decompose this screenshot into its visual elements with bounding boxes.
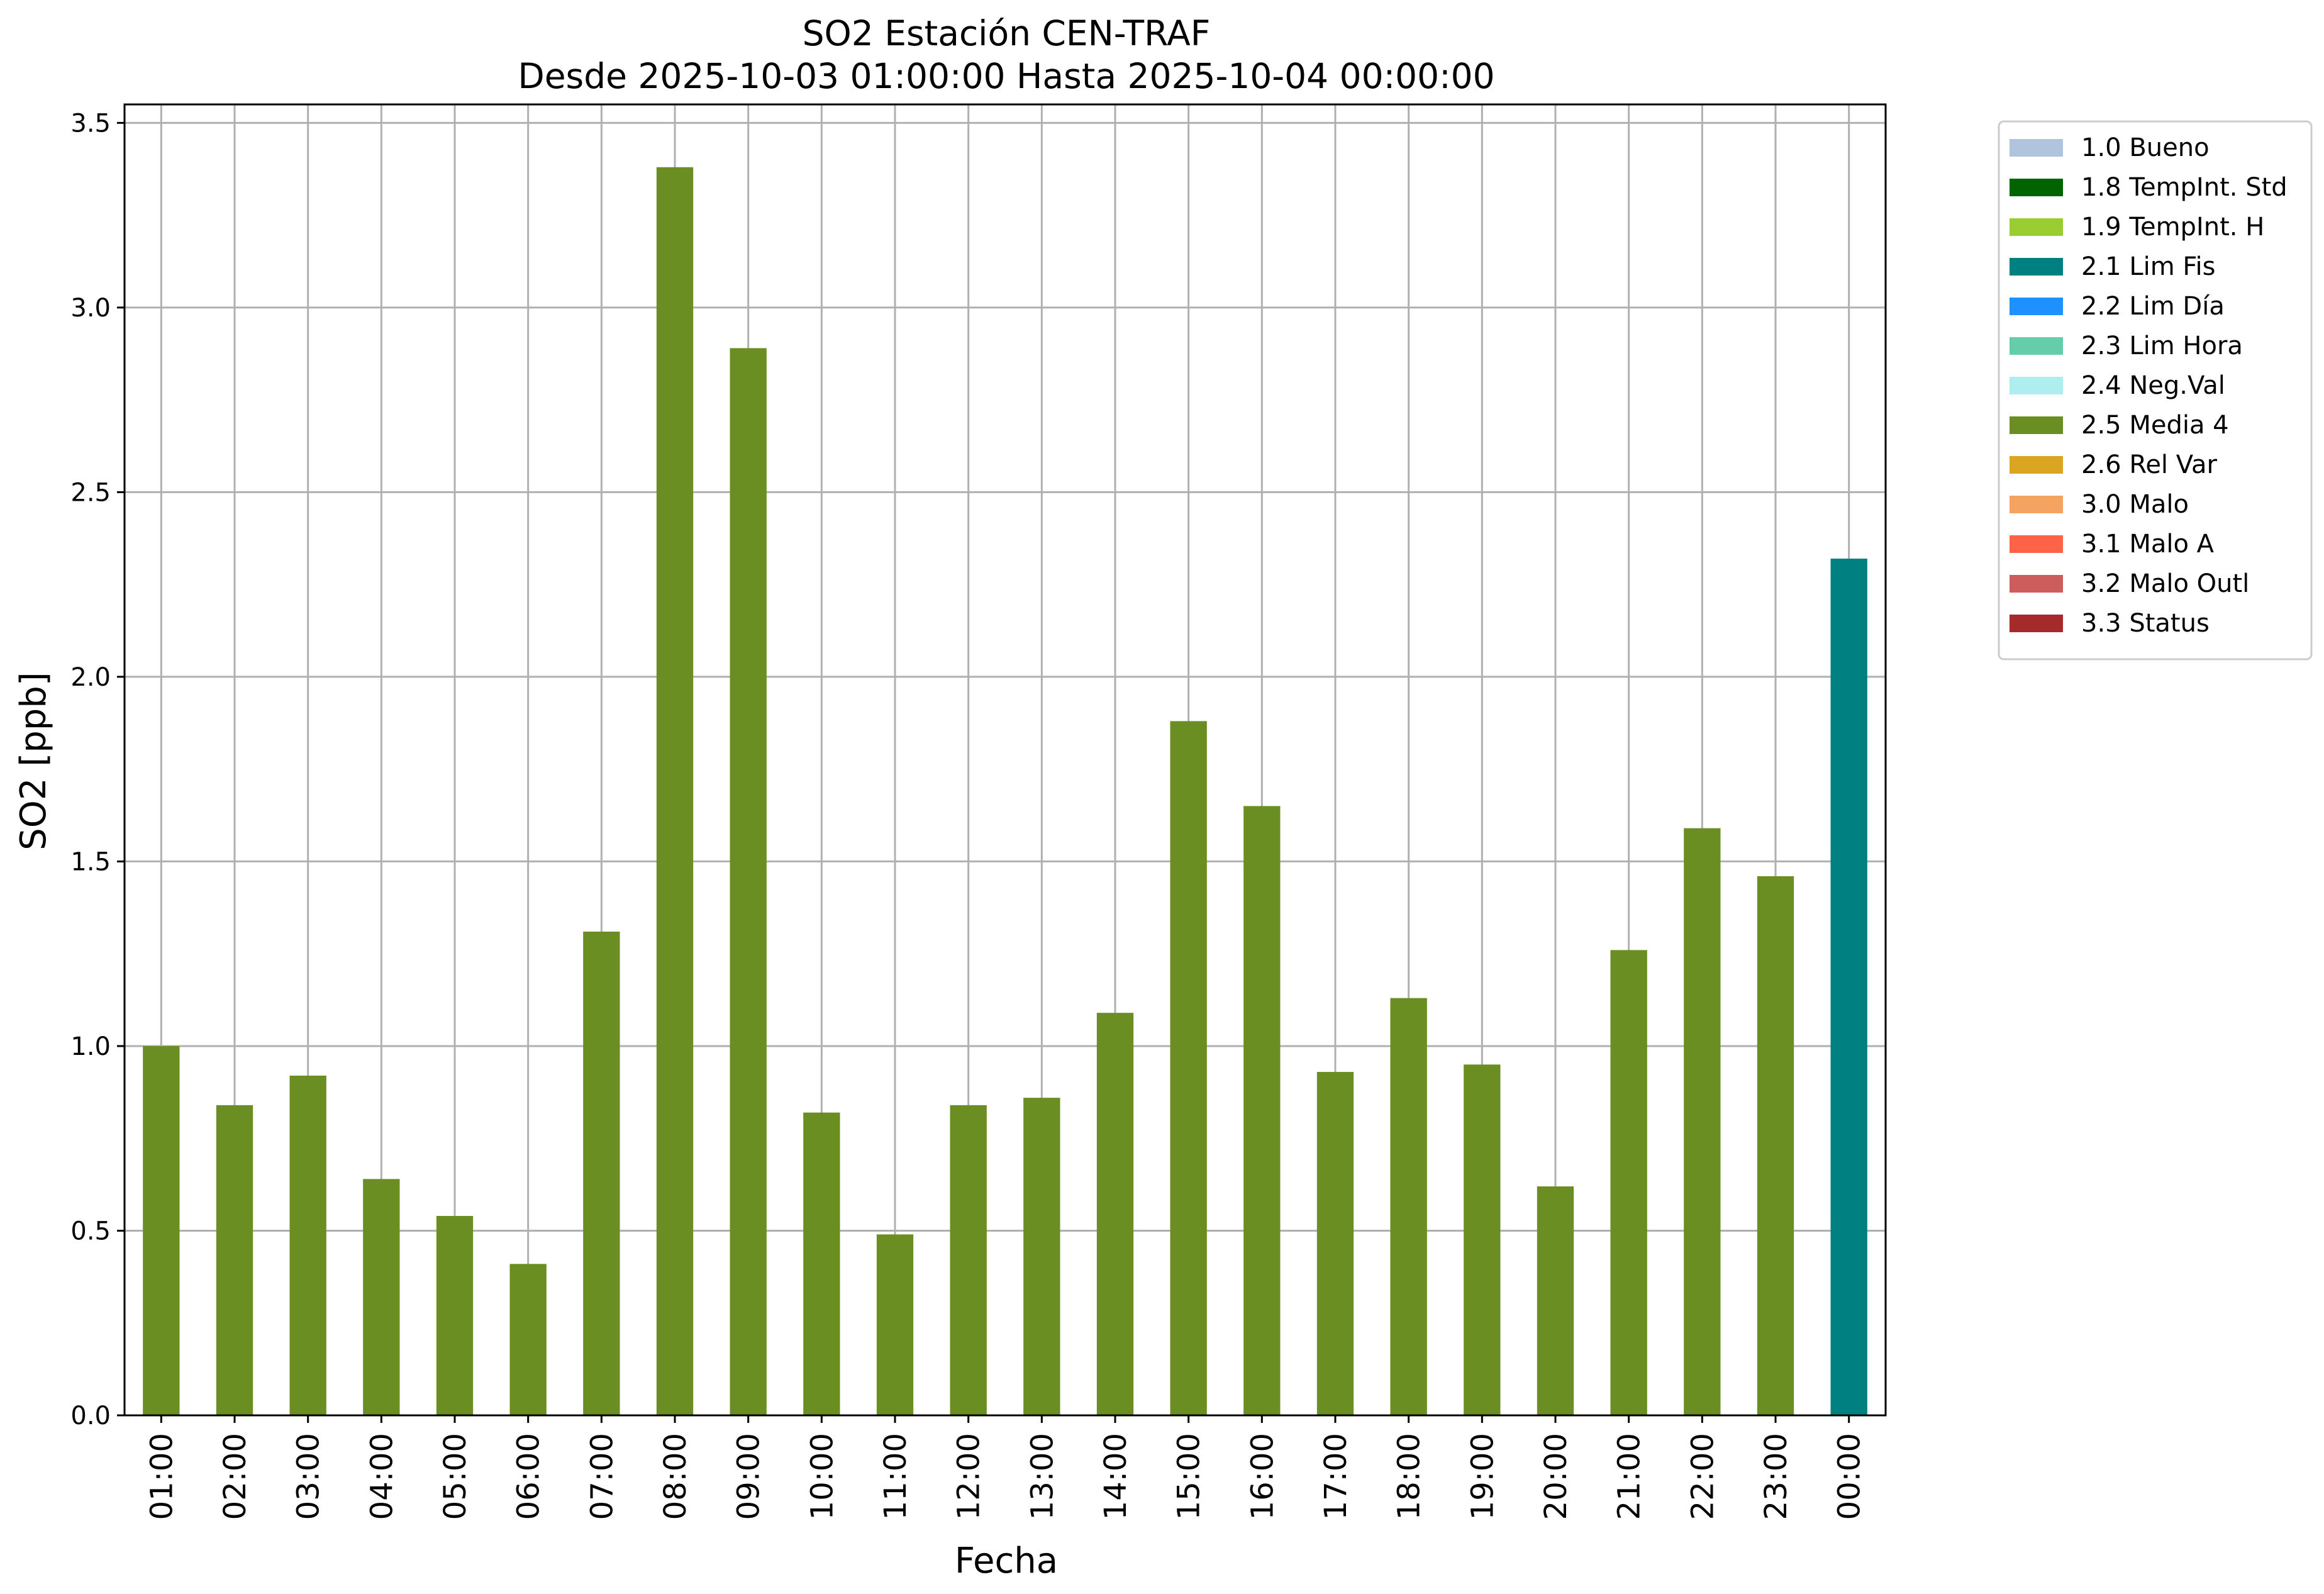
legend-label: 2.4 Neg.Val — [2081, 371, 2225, 400]
x-tick-label: 06:00 — [511, 1433, 547, 1520]
y-tick-label: 1.0 — [70, 1032, 111, 1061]
x-tick-label: 04:00 — [364, 1433, 399, 1520]
chart-subtitle: Desde 2025-10-03 01:00:00 Hasta 2025-10-… — [518, 56, 1494, 96]
y-tick-label: 1.5 — [70, 847, 111, 876]
x-tick-label: 21:00 — [1612, 1433, 1647, 1520]
bar-0800 — [656, 167, 694, 1416]
bar-1400 — [1096, 1013, 1134, 1415]
bar-1200 — [950, 1105, 987, 1415]
x-tick-label: 12:00 — [952, 1433, 987, 1520]
legend-swatch — [2010, 139, 2063, 157]
legend: 1.0 Bueno 1.8 TempInt. Std 1.9 TempInt. H 2… — [1998, 120, 2313, 660]
legend-label: 1.9 TempInt. H — [2081, 213, 2264, 242]
bar-2300 — [1757, 876, 1794, 1415]
legend-swatch — [2010, 535, 2063, 553]
y-tick-label: 2.5 — [70, 478, 111, 507]
legend-label: 2.5 Media 4 — [2081, 411, 2229, 440]
y-tick-label: 2.0 — [70, 663, 111, 692]
legend-swatch — [2010, 456, 2063, 474]
x-tick-label: 02:00 — [218, 1433, 253, 1520]
bar-0600 — [509, 1264, 547, 1415]
plot-frame — [123, 103, 1887, 1417]
legend-swatch — [2010, 258, 2063, 276]
x-axis-label: Fecha — [955, 1541, 1058, 1581]
legend-swatch — [2010, 298, 2063, 315]
x-tick-label: 18:00 — [1392, 1433, 1427, 1520]
bar-1600 — [1243, 806, 1281, 1415]
x-tick-label: 07:00 — [584, 1433, 620, 1520]
legend-swatch — [2010, 615, 2063, 632]
x-tick-label: 03:00 — [291, 1433, 326, 1520]
legend-label: 3.1 Malo A — [2081, 530, 2215, 559]
x-tick-label: 16:00 — [1245, 1433, 1280, 1520]
y-axis-ticks: 0.0 0.5 1.0 1.5 2.0 2.5 3.0 3.5 — [70, 109, 125, 1430]
x-tick-label: 19:00 — [1465, 1433, 1500, 1520]
x-tick-label: 23:00 — [1759, 1433, 1794, 1520]
x-tick-label: 09:00 — [731, 1433, 767, 1520]
y-axis-label: SO2 [ppb] — [13, 672, 54, 850]
x-tick-label: 14:00 — [1098, 1433, 1133, 1520]
legend-box — [1998, 120, 2313, 660]
bar-2200 — [1684, 828, 1721, 1415]
x-tick-label: 08:00 — [658, 1433, 693, 1520]
legend-label: 2.2 Lim Día — [2081, 292, 2225, 321]
x-tick-label: 10:00 — [804, 1433, 840, 1520]
bar-1800 — [1390, 998, 1427, 1415]
bar-0400 — [363, 1179, 400, 1415]
y-tick-label: 0.5 — [70, 1217, 111, 1246]
x-tick-label: 05:00 — [438, 1433, 473, 1520]
x-tick-label: 11:00 — [878, 1433, 913, 1520]
x-tick-label: 13:00 — [1025, 1433, 1060, 1520]
legend-swatch — [2010, 218, 2063, 236]
bar-1100 — [876, 1234, 914, 1415]
legend-label: 3.2 Malo Outl — [2081, 569, 2249, 598]
x-axis-ticks: 01:00 02:00 03:00 04:00 05:00 06:00 07:00 08:00… — [144, 1415, 1867, 1520]
bar-1000 — [803, 1112, 840, 1415]
x-tick-label: 20:00 — [1538, 1433, 1574, 1520]
bar-0100 — [143, 1045, 180, 1415]
bars — [143, 167, 1867, 1416]
bar-0200 — [216, 1105, 253, 1415]
chart-title: SO2 Estación CEN-TRAF — [803, 13, 1211, 53]
bar-0900 — [730, 348, 767, 1415]
legend-swatch — [2010, 575, 2063, 593]
bar-0300 — [289, 1075, 326, 1415]
legend-label: 1.8 TempInt. Std — [2081, 173, 2288, 202]
bar-2100 — [1610, 950, 1647, 1415]
legend-swatch — [2010, 337, 2063, 355]
legend-swatch — [2010, 496, 2063, 513]
bar-1500 — [1170, 721, 1207, 1415]
bar-0700 — [583, 931, 620, 1415]
legend-swatch — [2010, 377, 2063, 394]
x-tick-label: 22:00 — [1685, 1433, 1720, 1520]
legend-swatch — [2010, 179, 2063, 196]
legend-label: 1.0 Bueno — [2081, 133, 2210, 162]
x-tick-label: 01:00 — [144, 1433, 179, 1520]
bar-1700 — [1316, 1072, 1354, 1415]
y-tick-label: 0.0 — [70, 1402, 111, 1430]
x-tick-label: 00:00 — [1832, 1433, 1867, 1520]
y-tick-label: 3.0 — [70, 294, 111, 323]
legend-label: 2.6 Rel Var — [2081, 450, 2218, 479]
x-tick-label: 17:00 — [1318, 1433, 1354, 1520]
legend-label: 3.0 Malo — [2081, 490, 2189, 519]
bar-2000 — [1537, 1186, 1574, 1415]
bar-0500 — [436, 1215, 474, 1415]
y-tick-label: 3.5 — [70, 109, 111, 138]
legend-label: 3.3 Status — [2081, 609, 2210, 638]
legend-swatch — [2010, 416, 2063, 434]
bar-1900 — [1464, 1064, 1501, 1415]
bar-1300 — [1023, 1098, 1060, 1415]
bar-0000 — [1830, 559, 1867, 1415]
legend-label: 2.3 Lim Hora — [2081, 332, 2243, 360]
x-tick-label: 15:00 — [1172, 1433, 1207, 1520]
legend-label: 2.1 Lim Fis — [2081, 252, 2215, 281]
